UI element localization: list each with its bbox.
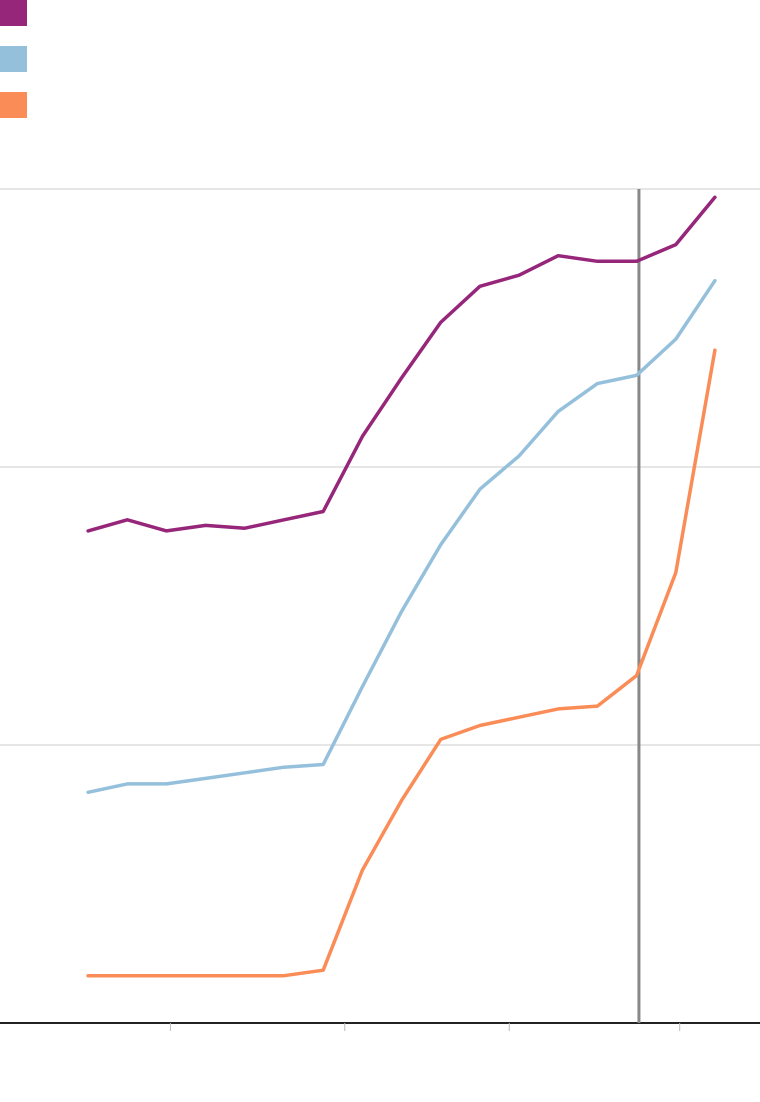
legend-swatch-2 (0, 46, 27, 72)
series-line-2 (86, 278, 717, 795)
legend-swatch-1 (0, 0, 27, 26)
x-axis (0, 1022, 760, 1031)
series-line-3 (86, 348, 717, 978)
series-line-1 (86, 195, 717, 533)
legend-swatch-3 (0, 92, 27, 118)
series-layer (86, 195, 717, 978)
legend-item-2 (0, 46, 300, 72)
grid-layer (0, 188, 760, 746)
legend-item-3 (0, 92, 300, 118)
legend-item-1 (0, 0, 300, 26)
